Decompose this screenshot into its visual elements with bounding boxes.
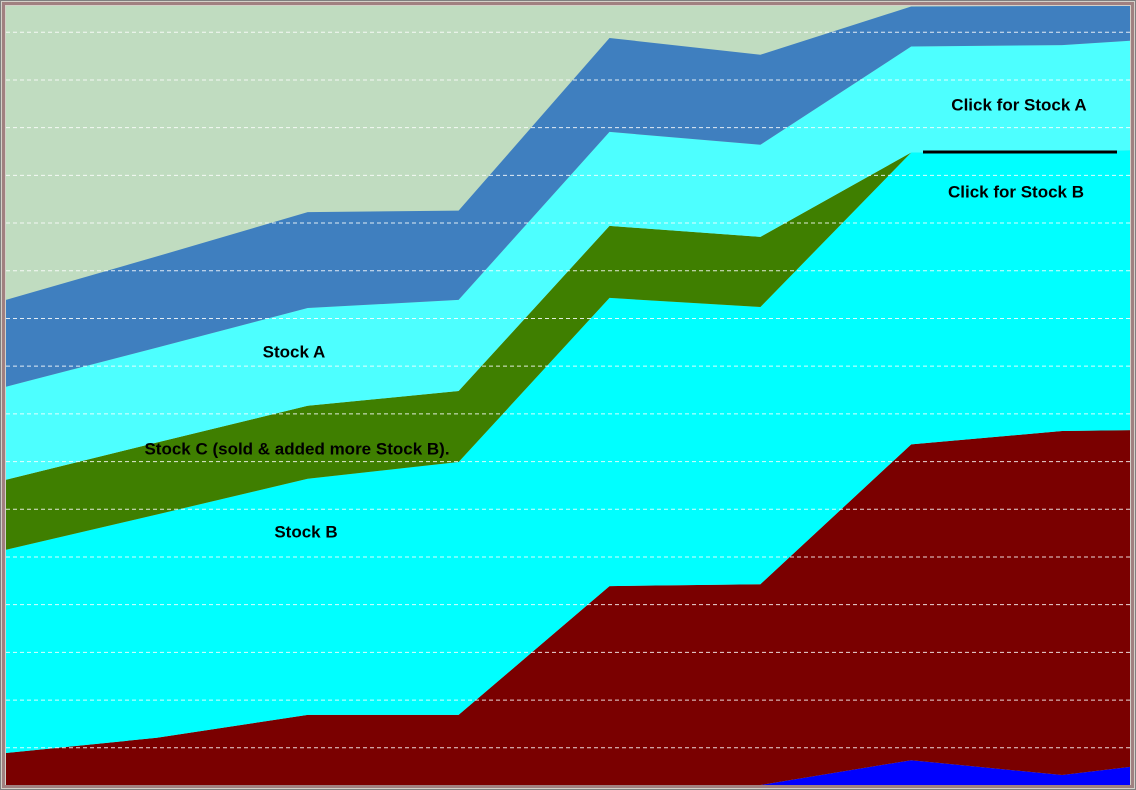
- areas: [6, 6, 1130, 785]
- series-label: Stock C (sold & added more Stock B).: [144, 439, 449, 458]
- area: [6, 150, 1130, 754]
- area: [6, 6, 1130, 387]
- area: [6, 150, 1130, 550]
- labels: Stock B Stock C (sold & added more Stock …: [144, 342, 449, 541]
- area: [6, 760, 1130, 785]
- series-label: Stock B: [274, 522, 337, 541]
- grid: [6, 31, 1130, 749]
- series-label: Stock A: [263, 342, 326, 361]
- button-stock-b[interactable]: Click for Stock B: [948, 182, 1084, 201]
- button-stock-a[interactable]: Click for Stock A: [951, 95, 1086, 114]
- area: [6, 430, 1130, 785]
- area: [6, 40, 1130, 480]
